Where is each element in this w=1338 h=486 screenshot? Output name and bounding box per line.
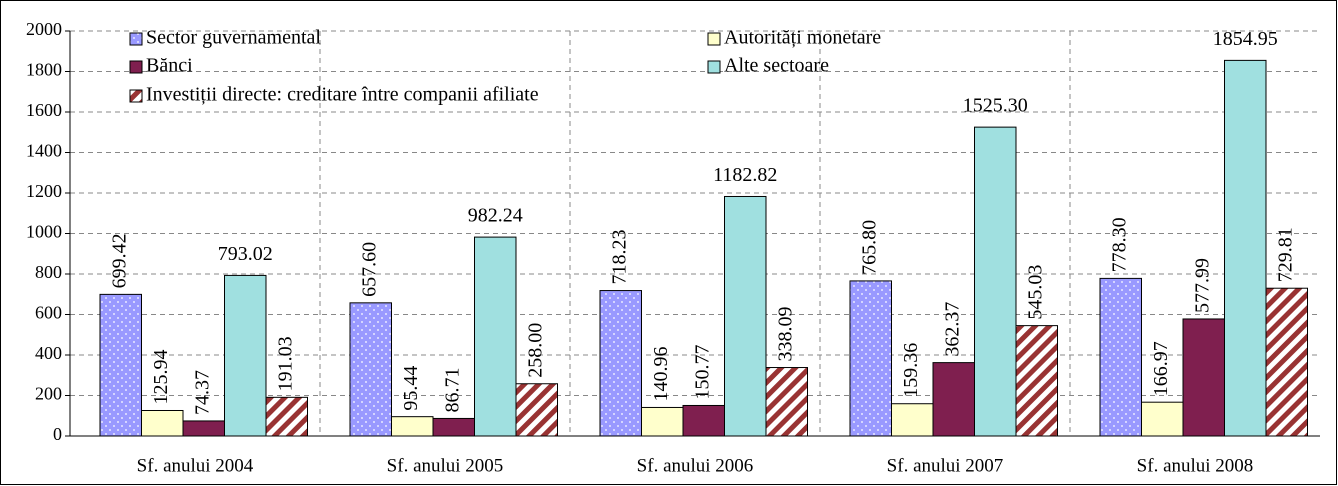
legend-label: Autorități monetare [724, 27, 881, 49]
bar [849, 280, 892, 437]
legend-swatch [707, 32, 721, 46]
x-tick-label: Sf. anului 2008 [1137, 455, 1254, 476]
bar [265, 396, 308, 437]
y-tick-label: 400 [35, 343, 62, 363]
bar [682, 404, 725, 437]
value-label: 657.60 [358, 242, 380, 297]
value-label: 545.03 [1024, 265, 1046, 320]
value-label: 150.77 [691, 344, 713, 399]
value-label: 95.44 [400, 366, 422, 411]
legend-label: Investiții directe: creditare între comp… [146, 84, 539, 106]
legend-label: Alte sectoare [724, 55, 829, 77]
bar [1015, 325, 1058, 437]
bar [224, 274, 267, 437]
bar [141, 409, 184, 437]
value-label: 793.02 [218, 243, 273, 265]
y-tick-label: 1000 [26, 222, 62, 242]
value-label: 166.97 [1150, 341, 1172, 396]
bar [432, 417, 475, 437]
x-tick-label: Sf. anului 2005 [387, 455, 504, 476]
y-tick-label: 200 [35, 384, 62, 404]
legend-swatch [129, 32, 143, 46]
value-label: 765.80 [858, 220, 880, 275]
value-label: 191.03 [274, 336, 296, 391]
value-label: 125.94 [150, 349, 172, 404]
value-label: 86.71 [441, 367, 463, 412]
legend-label: Bănci [146, 55, 193, 77]
y-tick-label: 1600 [26, 100, 62, 120]
bar [99, 293, 142, 437]
value-label: 338.09 [774, 307, 796, 362]
value-label: 140.96 [650, 346, 672, 401]
bar [974, 126, 1017, 437]
bar [765, 367, 808, 437]
value-label: 258.00 [524, 323, 546, 378]
legend-swatch [129, 60, 143, 74]
value-label: 74.37 [191, 370, 213, 415]
x-tick-label: Sf. anului 2007 [887, 455, 1004, 476]
x-tick-label: Sf. anului 2004 [137, 455, 254, 476]
bar [1099, 277, 1142, 437]
legend-label: Sector guvernamental [146, 27, 321, 49]
bar [724, 195, 767, 437]
y-tick-label: 2000 [26, 19, 62, 39]
bar [1265, 287, 1308, 437]
bar [474, 236, 517, 437]
bar [1182, 318, 1225, 437]
y-tick-label: 0 [53, 424, 62, 444]
bar [599, 290, 642, 437]
value-label: 982.24 [468, 205, 523, 227]
y-tick-label: 600 [35, 303, 62, 323]
value-label: 159.36 [900, 343, 922, 398]
y-tick-label: 1200 [26, 181, 62, 201]
bar [515, 383, 558, 437]
bar [932, 362, 975, 437]
legend-swatch [129, 89, 143, 103]
bar [1224, 59, 1267, 437]
bar [891, 403, 934, 437]
bar [391, 416, 434, 437]
value-label: 1525.30 [963, 95, 1028, 117]
value-label: 1854.95 [1213, 28, 1278, 50]
bar [182, 420, 225, 437]
value-label: 699.42 [108, 233, 130, 288]
value-label: 729.81 [1274, 227, 1296, 282]
value-label: 362.37 [941, 302, 963, 357]
value-label: 577.99 [1191, 258, 1213, 313]
value-label: 718.23 [608, 230, 630, 285]
legend-swatch [707, 60, 721, 74]
bar [349, 302, 392, 437]
y-tick-label: 1400 [26, 141, 62, 161]
x-tick-label: Sf. anului 2006 [637, 455, 754, 476]
value-label: 778.30 [1108, 217, 1130, 272]
bar [1141, 401, 1184, 437]
value-label: 1182.82 [713, 164, 777, 186]
y-tick-label: 800 [35, 262, 62, 282]
y-tick-label: 1800 [26, 60, 62, 80]
bar [641, 406, 684, 437]
